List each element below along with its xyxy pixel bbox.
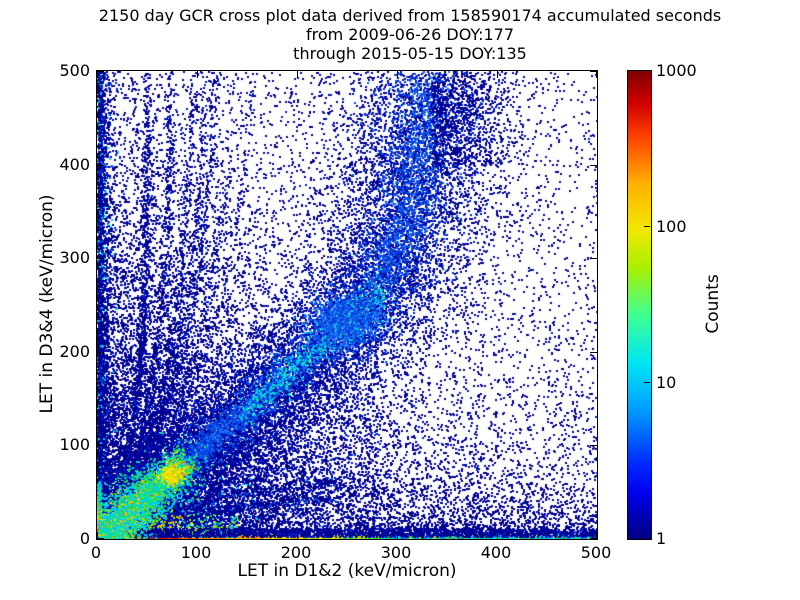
- y-tick-right: [590, 352, 597, 353]
- x-tick-top: [497, 71, 498, 78]
- y-tick: [97, 445, 104, 446]
- x-tick: [596, 532, 597, 539]
- colorbar-tick-label: 1: [656, 529, 667, 548]
- colorbar: [627, 70, 652, 540]
- x-tick-label: 100: [180, 543, 212, 562]
- y-tick-right: [590, 71, 597, 72]
- y-tick-right: [590, 258, 597, 259]
- x-tick: [197, 532, 198, 539]
- chart-title-block: 2150 day GCR cross plot data derived fro…: [20, 6, 800, 63]
- y-tick: [97, 71, 104, 72]
- x-tick-top: [97, 71, 98, 78]
- y-tick-right: [590, 445, 597, 446]
- y-tick-right: [590, 538, 597, 539]
- colorbar-tick-label: 100: [656, 217, 687, 236]
- plot-area: [96, 70, 598, 540]
- y-tick-label: 200: [59, 342, 90, 361]
- chart-title: 2150 day GCR cross plot data derived fro…: [98, 6, 722, 25]
- x-tick-label: 500: [580, 543, 612, 562]
- y-axis-label: LET in D3&4 (keV/micron): [37, 194, 57, 414]
- y-tick: [97, 352, 104, 353]
- y-tick-label: 400: [59, 155, 90, 174]
- x-tick-top: [397, 71, 398, 78]
- colorbar-tick: [644, 382, 650, 383]
- chart-subtitle-from: from 2009-06-26 DOY:177: [305, 25, 514, 44]
- y-tick-label: 300: [59, 248, 90, 267]
- y-tick-label: 100: [59, 435, 90, 454]
- heatmap-canvas: [97, 71, 597, 539]
- x-tick-label: 400: [480, 543, 512, 562]
- y-tick: [97, 258, 104, 259]
- y-tick-right: [590, 165, 597, 166]
- x-tick-top: [596, 71, 597, 78]
- x-tick: [397, 532, 398, 539]
- chart-subtitle-through: through 2015-05-15 DOY:135: [293, 44, 527, 63]
- y-tick-label: 0: [79, 529, 90, 548]
- x-tick-top: [197, 71, 198, 78]
- y-tick-label: 500: [59, 61, 90, 80]
- x-tick: [497, 532, 498, 539]
- x-tick-top: [297, 71, 298, 78]
- colorbar-tick-label: 1000: [656, 61, 697, 80]
- x-axis-label: LET in D1&2 (keV/micron): [237, 561, 457, 581]
- x-tick: [97, 532, 98, 539]
- colorbar-label: Counts: [703, 274, 723, 334]
- x-tick: [297, 532, 298, 539]
- x-tick-label: 200: [280, 543, 312, 562]
- y-tick: [97, 165, 104, 166]
- colorbar-tick-label: 10: [656, 373, 677, 392]
- x-tick-label: 0: [90, 543, 102, 562]
- x-tick-label: 300: [380, 543, 412, 562]
- y-tick: [97, 538, 104, 539]
- colorbar-tick: [644, 226, 650, 227]
